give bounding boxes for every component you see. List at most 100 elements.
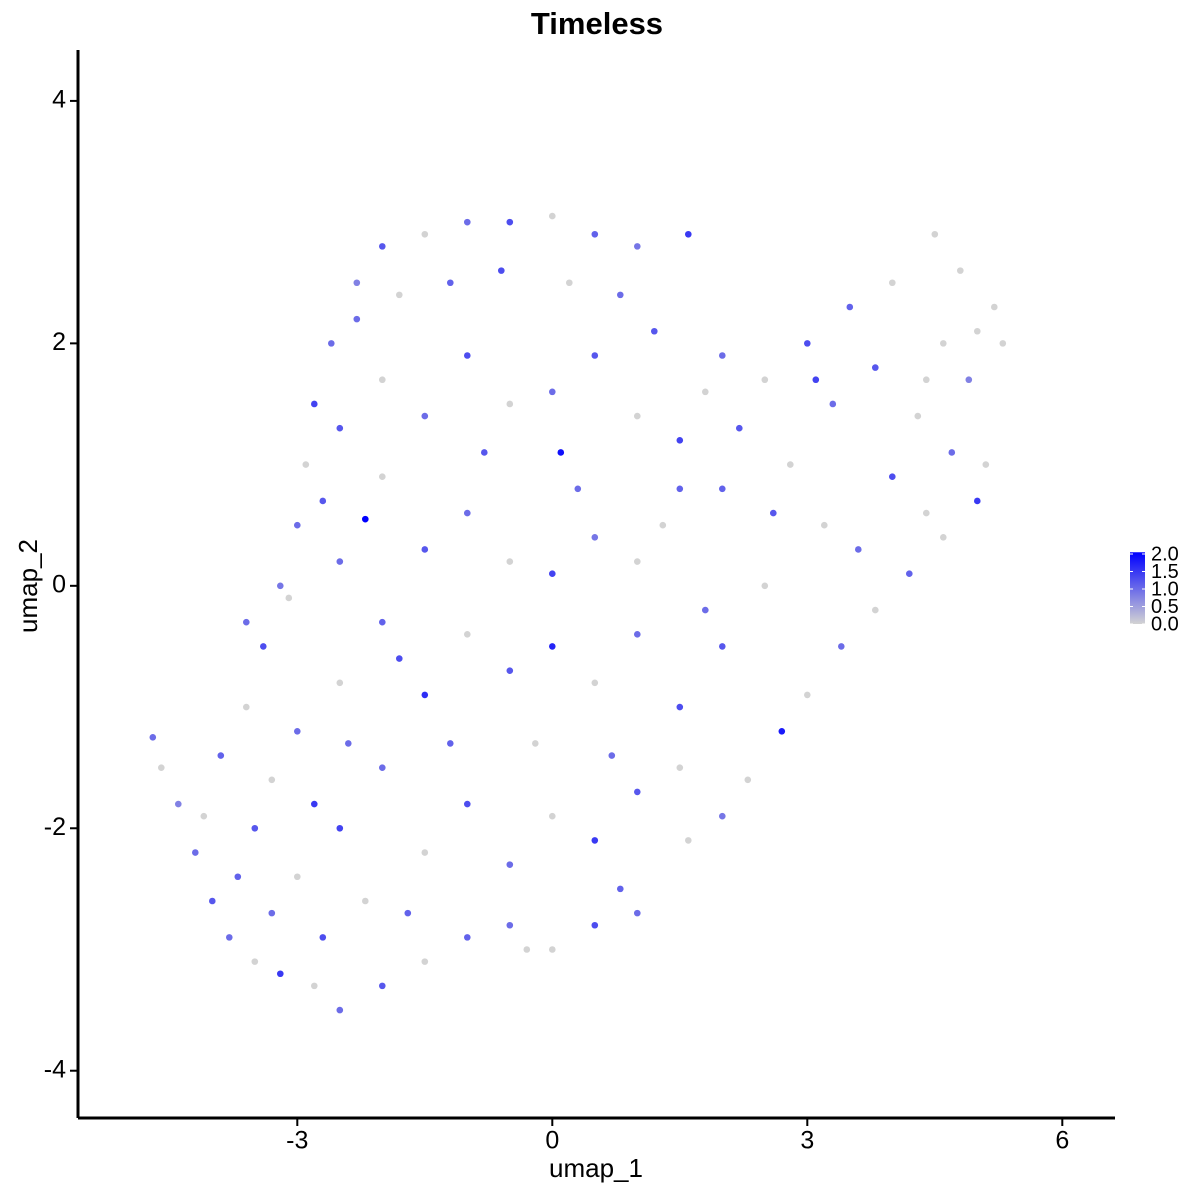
point: [906, 570, 913, 577]
point: [829, 400, 837, 408]
point: [379, 243, 386, 250]
point: [821, 521, 828, 529]
point: [336, 679, 344, 687]
point: [591, 352, 599, 359]
point: [506, 558, 514, 565]
y-tick-label: 0: [52, 570, 66, 598]
point: [251, 958, 259, 965]
point: [889, 473, 896, 481]
point: [268, 776, 276, 784]
point: [761, 376, 769, 384]
point: [549, 812, 556, 820]
point: [974, 327, 981, 335]
point: [506, 400, 514, 408]
point: [617, 291, 624, 299]
point: [549, 212, 556, 220]
point: [591, 534, 599, 541]
point: [676, 764, 684, 771]
point: [251, 824, 259, 832]
point: [719, 643, 726, 650]
point: [481, 449, 488, 456]
point: [770, 509, 777, 517]
point: [719, 485, 726, 493]
point: [812, 376, 820, 384]
point: [702, 388, 709, 396]
point: [319, 934, 327, 941]
point: [574, 485, 582, 493]
point: [294, 521, 301, 529]
point: [243, 703, 250, 711]
point: [736, 424, 743, 432]
point: [855, 546, 862, 553]
point: [804, 691, 811, 699]
point: [549, 570, 556, 577]
y-tick-label: 4: [52, 86, 66, 114]
point: [838, 643, 845, 650]
point: [940, 340, 947, 347]
point: [591, 679, 599, 687]
point: [608, 752, 616, 759]
point: [634, 909, 641, 917]
point: [379, 376, 386, 384]
point: [872, 606, 879, 614]
point: [175, 800, 182, 808]
point: [744, 776, 752, 784]
point: [149, 734, 157, 741]
point: [200, 812, 208, 820]
point: [685, 230, 692, 238]
x-tick-label: 3: [800, 1127, 814, 1155]
colorbar: [1130, 552, 1145, 624]
y-tick-label: -2: [44, 813, 66, 841]
point: [260, 643, 267, 650]
point: [353, 315, 361, 323]
point: [506, 861, 514, 868]
point: [999, 340, 1007, 347]
point: [396, 655, 403, 662]
point: [957, 267, 964, 274]
point: [277, 582, 284, 590]
point: [591, 921, 599, 929]
point: [634, 631, 641, 638]
point: [676, 437, 684, 444]
point: [685, 837, 692, 844]
y-axis-label: umap_2: [13, 539, 43, 633]
point: [634, 558, 641, 565]
point: [294, 727, 301, 735]
point: [379, 982, 386, 990]
point: [302, 461, 310, 468]
point: [566, 279, 573, 287]
point: [226, 934, 233, 941]
point: [549, 388, 556, 396]
point: [285, 594, 293, 602]
point: [421, 849, 429, 856]
point: [464, 631, 471, 638]
point: [336, 558, 344, 565]
point: [761, 582, 769, 590]
point: [506, 921, 514, 929]
point: [464, 934, 471, 941]
point: [940, 534, 947, 541]
point: [948, 449, 956, 456]
point: [846, 303, 854, 311]
point: [778, 727, 786, 735]
point: [804, 340, 811, 347]
point: [243, 618, 250, 626]
point: [498, 267, 505, 274]
point: [651, 327, 658, 335]
x-axis-label: umap_1: [549, 1153, 643, 1183]
point: [379, 764, 386, 771]
y-tick-label: -4: [44, 1055, 66, 1083]
point: [319, 497, 327, 505]
point: [353, 279, 361, 287]
point: [277, 970, 284, 978]
point: [464, 509, 471, 517]
point: [447, 279, 454, 287]
point: [719, 352, 726, 359]
point: [217, 752, 225, 759]
legend-label: 1.5: [1151, 561, 1179, 583]
point: [311, 800, 318, 808]
point: [982, 461, 990, 468]
point: [421, 691, 429, 699]
